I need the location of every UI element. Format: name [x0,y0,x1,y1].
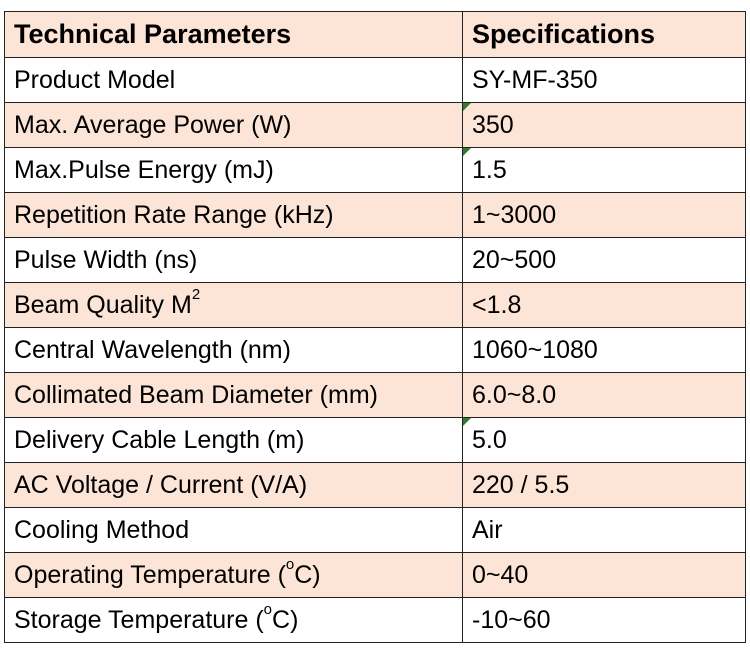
param-superscript: o [285,556,295,574]
comment-marker-icon [463,103,471,111]
param-superscript: 2 [191,286,201,304]
param-text: Beam Quality M [14,290,192,319]
value-cell: 20~500 [462,237,746,283]
spec-table: Technical Parameters Specifications Prod… [4,11,746,643]
table-row: Pulse Width (ns) 20~500 [4,237,746,283]
value-cell: SY-MF-350 [462,57,746,103]
param-cell: Collimated Beam Diameter (mm) [4,372,463,418]
value-cell: 1.5 [462,147,746,193]
table-row: Collimated Beam Diameter (mm) 6.0~8.0 [4,372,746,418]
table-row: Cooling Method Air [4,507,746,553]
comment-marker-icon [463,418,471,426]
value-cell: <1.8 [462,282,746,328]
table-row: Repetition Rate Range (kHz) 1~3000 [4,192,746,238]
param-cell: Cooling Method [4,507,463,553]
param-cell: Operating Temperature (oC) [4,552,463,598]
param-cell: Storage Temperature (oC) [4,597,463,643]
table-row: Product Model SY-MF-350 [4,57,746,103]
value-text: 350 [472,110,514,139]
param-cell: Product Model [4,57,463,103]
param-cell: Repetition Rate Range (kHz) [4,192,463,238]
table-row: Operating Temperature (oC) 0~40 [4,552,746,598]
param-cell: Max. Average Power (W) [4,102,463,148]
value-text: 1.5 [472,155,507,184]
header-technical-parameters: Technical Parameters [4,11,463,58]
table-row: AC Voltage / Current (V/A) 220 / 5.5 [4,462,746,508]
table-row: Max. Average Power (W) 350 [4,102,746,148]
comment-marker-icon [463,148,471,156]
value-cell: -10~60 [462,597,746,643]
param-text: Operating Temperature ( [14,560,286,589]
value-cell: 5.0 [462,417,746,463]
table-header-row: Technical Parameters Specifications [4,11,746,58]
param-text: Storage Temperature ( [14,605,264,634]
value-cell: 0~40 [462,552,746,598]
value-cell: 1~3000 [462,192,746,238]
table-row: Beam Quality M2 <1.8 [4,282,746,328]
param-cell: Delivery Cable Length (m) [4,417,463,463]
table-row: Central Wavelength (nm) 1060~1080 [4,327,746,373]
param-cell: Max.Pulse Energy (mJ) [4,147,463,193]
value-text: 5.0 [472,425,507,454]
param-cell: Central Wavelength (nm) [4,327,463,373]
param-cell: AC Voltage / Current (V/A) [4,462,463,508]
value-cell: 1060~1080 [462,327,746,373]
value-cell: 350 [462,102,746,148]
table-row: Storage Temperature (oC) -10~60 [4,597,746,643]
param-superscript: o [263,601,273,619]
param-text-after: C) [294,560,321,589]
param-cell: Beam Quality M2 [4,282,463,328]
header-specifications: Specifications [462,11,746,58]
table-row: Max.Pulse Energy (mJ) 1.5 [4,147,746,193]
table-row: Delivery Cable Length (m) 5.0 [4,417,746,463]
value-cell: 220 / 5.5 [462,462,746,508]
param-cell: Pulse Width (ns) [4,237,463,283]
param-text-after: C) [272,605,299,634]
value-cell: Air [462,507,746,553]
value-cell: 6.0~8.0 [462,372,746,418]
